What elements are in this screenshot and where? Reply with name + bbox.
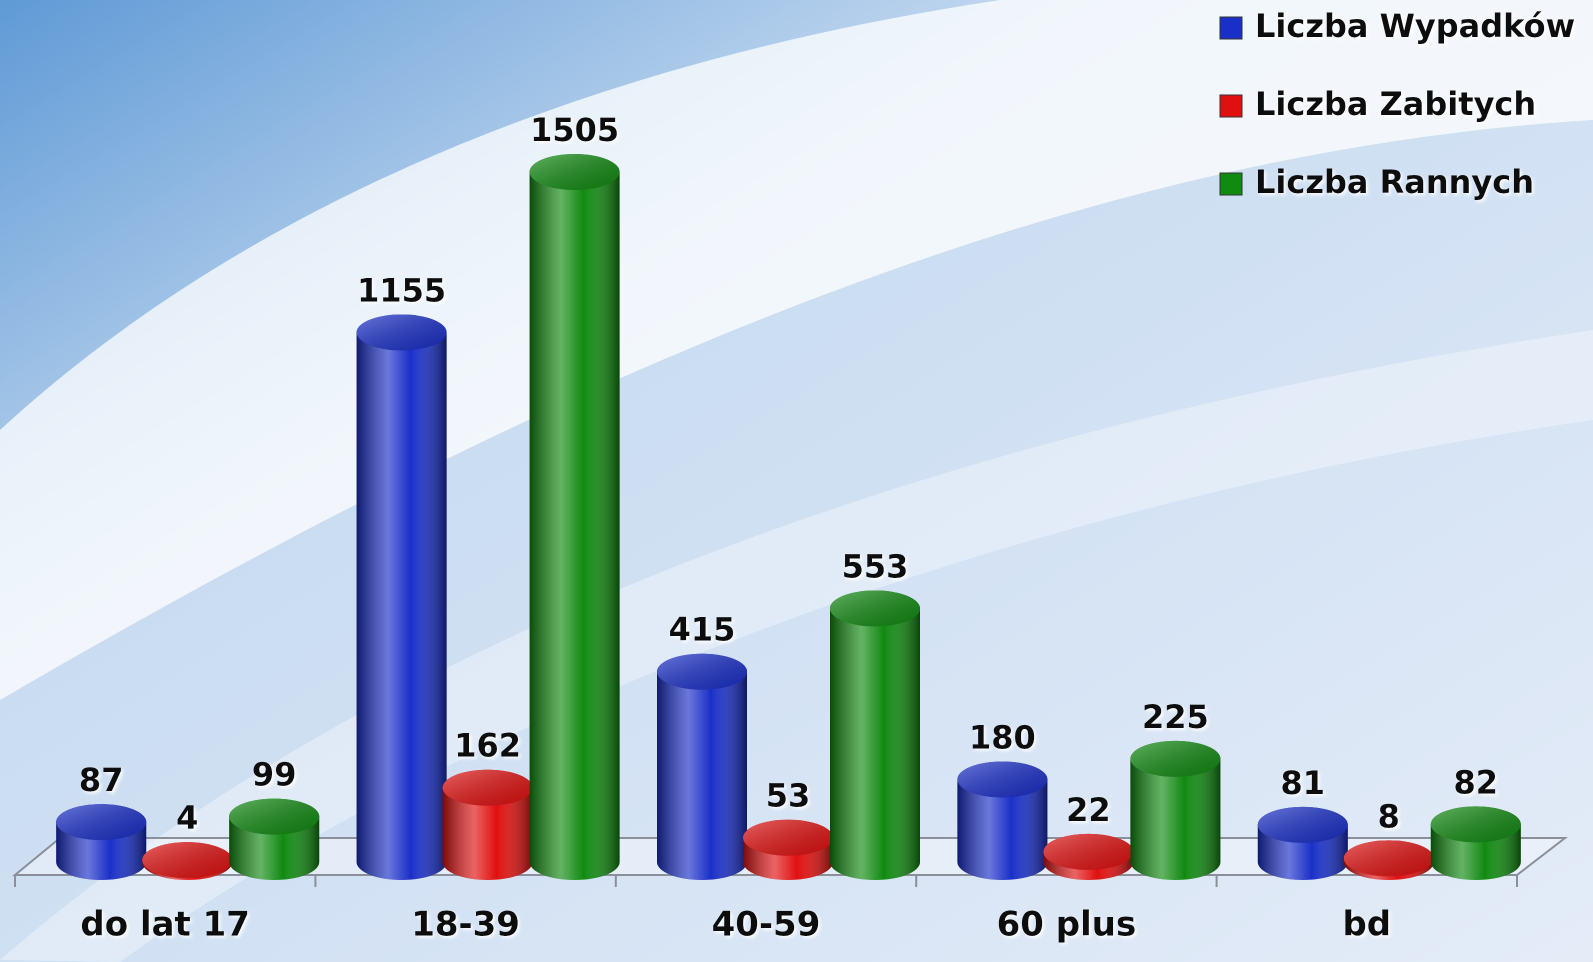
bar-top-highlight — [442, 769, 533, 806]
bar-shading — [657, 653, 747, 880]
bar-shading — [529, 154, 620, 880]
data-label: 81 — [1281, 764, 1326, 802]
bar-top-highlight — [830, 590, 920, 627]
legend-label: Liczba Wypadków — [1255, 7, 1575, 45]
data-label: 99 — [252, 756, 297, 794]
legend-label: Liczba Zabitych — [1255, 85, 1536, 123]
data-label: 1505 — [530, 111, 619, 149]
bar-top-highlight — [56, 804, 147, 841]
data-label: 180 — [969, 718, 1036, 756]
data-label: 1155 — [357, 271, 446, 309]
data-label: 82 — [1454, 763, 1499, 801]
bar-top-highlight — [229, 798, 320, 835]
data-label: 8 — [1378, 797, 1400, 835]
x-tick-label: bd — [1342, 905, 1391, 945]
bar-top-highlight — [142, 842, 233, 879]
data-label: 225 — [1142, 698, 1209, 736]
bar-top-highlight — [356, 314, 447, 351]
bar-shading — [356, 314, 447, 880]
data-label: 22 — [1066, 791, 1111, 829]
bar-shading — [1130, 740, 1221, 880]
legend-swatch — [1219, 16, 1243, 40]
background-swoosh — [0, 0, 1593, 700]
bar-top-highlight — [957, 761, 1048, 798]
data-label: 53 — [766, 777, 811, 815]
data-label: 553 — [842, 547, 909, 585]
legend-swatch — [1219, 94, 1243, 118]
bar-top-highlight — [529, 154, 620, 190]
data-label: 87 — [79, 761, 124, 799]
background-swoosh — [0, 330, 1593, 962]
data-label: 415 — [669, 611, 736, 649]
legend-label: Liczba Rannych — [1255, 163, 1534, 201]
x-tick-label: 18-39 — [411, 905, 520, 945]
bar-shading — [830, 590, 920, 880]
bar-top-highlight — [1343, 840, 1434, 877]
bar-top-highlight — [657, 653, 747, 690]
bar-top-highlight — [743, 819, 833, 856]
legend-swatch — [1219, 172, 1243, 196]
x-tick-label: 40-59 — [712, 905, 821, 945]
data-label: 162 — [454, 727, 521, 765]
data-label: 4 — [176, 799, 198, 837]
bar-top-highlight — [1130, 740, 1221, 777]
x-tick-label: do lat 17 — [80, 905, 250, 945]
x-tick-label: 60 plus — [997, 905, 1137, 945]
bar-top-highlight — [1043, 833, 1134, 870]
bar-top-highlight — [1257, 806, 1348, 843]
bar-top-highlight — [1430, 806, 1521, 843]
